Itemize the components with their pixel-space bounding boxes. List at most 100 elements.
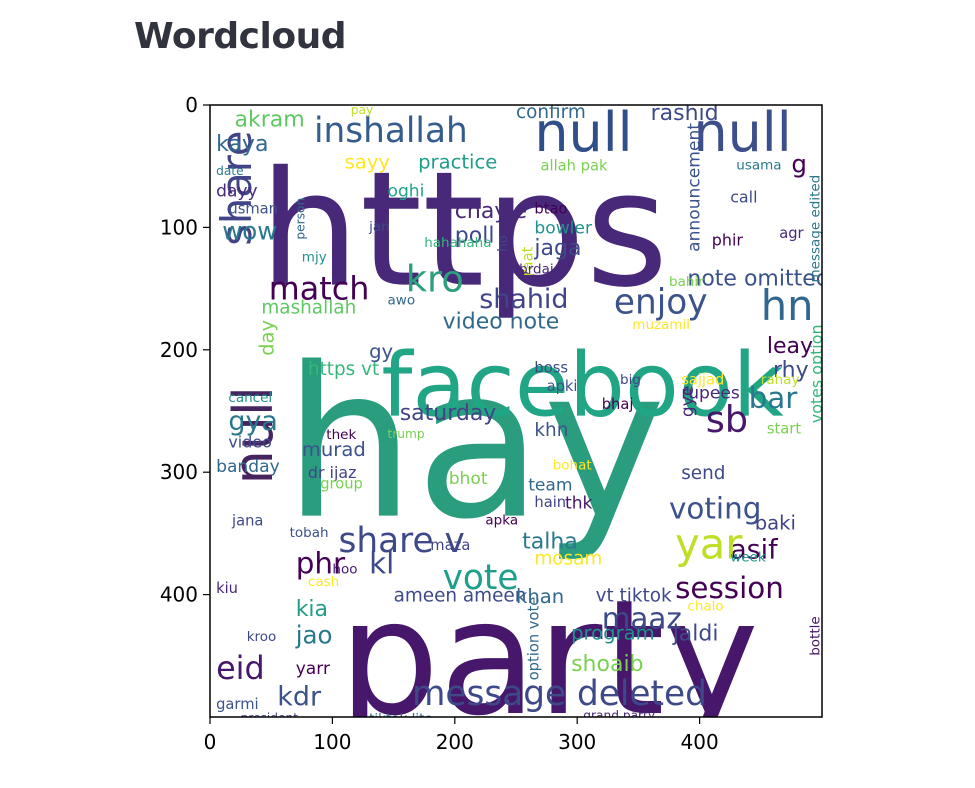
word-g: g bbox=[791, 149, 807, 178]
word-call: call bbox=[730, 188, 757, 207]
y-tick-label: 400 bbox=[160, 583, 198, 607]
word-btao: btao bbox=[534, 200, 567, 217]
word-jaldi: jaldi bbox=[672, 621, 719, 646]
word-share: share bbox=[212, 131, 261, 246]
word-person: person bbox=[293, 198, 307, 240]
word-usman: usman bbox=[228, 200, 278, 217]
word-shahid: shahid bbox=[479, 284, 568, 315]
word-vote: vote bbox=[443, 558, 519, 598]
word-poll: poll bbox=[455, 224, 495, 249]
word-cash: cash bbox=[308, 574, 339, 590]
x-tick-label: 400 bbox=[681, 730, 719, 754]
word-kaya: kaya bbox=[216, 132, 268, 157]
word-jana: jana bbox=[231, 512, 263, 529]
word-sayy: sayy bbox=[345, 150, 391, 173]
word-eid: eid bbox=[216, 650, 265, 687]
word-jao: jao bbox=[295, 621, 333, 650]
word-phir: phir bbox=[712, 231, 744, 250]
word-kl: kl bbox=[369, 546, 394, 580]
word-jaga: jaga bbox=[533, 236, 581, 261]
x-tick-label: 100 bbox=[313, 730, 351, 754]
word-null: null bbox=[222, 386, 285, 484]
word-grand-party: grand party bbox=[583, 709, 655, 723]
word-baki: baki bbox=[755, 511, 796, 534]
word-group: group bbox=[320, 476, 363, 493]
word-note-omitted: note omitted bbox=[687, 266, 829, 291]
word-hain: hain bbox=[534, 494, 566, 511]
word-send: send bbox=[681, 463, 725, 484]
word-allah-pak: allah pak bbox=[541, 158, 608, 175]
word-pay: pay bbox=[351, 103, 373, 117]
word-bhaj: bhaj bbox=[602, 396, 634, 413]
word-cancel: cancel bbox=[228, 390, 272, 406]
word-start: start bbox=[767, 421, 801, 438]
word-jan: jan bbox=[368, 219, 390, 235]
word-trump: trump bbox=[388, 427, 425, 441]
word-hahahaha: hahahaha bbox=[424, 235, 491, 251]
word-bar: bar bbox=[749, 381, 799, 415]
word-rashid: rashid bbox=[651, 101, 719, 126]
word-yar: yar bbox=[675, 520, 743, 569]
page-title: Wordcloud bbox=[134, 16, 347, 57]
word-bowler: bowler bbox=[534, 218, 593, 238]
word-oghi: oghi bbox=[388, 182, 425, 202]
word-usama: usama bbox=[736, 158, 781, 174]
word-rahay: rahay bbox=[761, 372, 800, 388]
word-thek: thek bbox=[326, 427, 356, 443]
word-session: session bbox=[675, 571, 784, 605]
word-ameen-ameen: ameen ameen bbox=[394, 585, 527, 606]
word-option-vote: option vote bbox=[526, 597, 543, 681]
word-wow: wow bbox=[222, 217, 277, 246]
axes: 0 100 200 300 400 0 100 200 300 400 bbox=[160, 93, 719, 754]
word-kdr: kdr bbox=[277, 682, 322, 713]
word-null: null bbox=[534, 101, 632, 164]
plot-frame bbox=[209, 104, 823, 718]
word-gye: gye bbox=[678, 386, 698, 417]
word-message-deleted: message deleted bbox=[412, 674, 707, 714]
word-raat: raat bbox=[520, 246, 537, 276]
word-kro: kro bbox=[406, 257, 464, 300]
word-kiu: kiu bbox=[216, 580, 238, 597]
word-facebook: facebook bbox=[381, 333, 783, 436]
word-mosam: mosam bbox=[534, 549, 602, 570]
word-kia: kia bbox=[296, 597, 328, 622]
word-video: video bbox=[228, 433, 271, 452]
word-bhot: bhot bbox=[449, 469, 488, 489]
word-enjoy: enjoy bbox=[614, 282, 708, 322]
word-bahir: bahir bbox=[669, 274, 704, 290]
word-tobah: tobah bbox=[290, 525, 329, 541]
word-share-v: share v bbox=[339, 521, 465, 561]
y-tick-label: 200 bbox=[160, 338, 198, 362]
word-rhy: rhy bbox=[773, 358, 809, 383]
y-tick-label: 100 bbox=[160, 215, 198, 239]
word-big: big bbox=[620, 372, 641, 388]
word-null: null bbox=[694, 101, 792, 164]
y-tick-label: 300 bbox=[160, 460, 198, 484]
word-thk: thk bbox=[565, 494, 593, 514]
word-banday: banday bbox=[216, 457, 280, 477]
y-tick-label: 0 bbox=[185, 93, 198, 117]
word-gya: gya bbox=[228, 406, 277, 437]
word-khan: khan bbox=[516, 585, 564, 608]
word-gy: gy bbox=[369, 340, 393, 363]
word-hn: hn bbox=[761, 281, 814, 330]
word-dayy: dayy bbox=[216, 182, 258, 202]
word-chayie: chayie bbox=[455, 199, 527, 224]
word-votes-option: votes option bbox=[807, 324, 826, 423]
word-hoo: hoo bbox=[332, 562, 357, 578]
word-murad: murad bbox=[302, 438, 366, 461]
word-talha: talha bbox=[522, 530, 578, 555]
word-garmi: garmi bbox=[216, 696, 259, 713]
word-bottle: bottle bbox=[807, 616, 823, 655]
word-awo: awo bbox=[388, 292, 416, 308]
word-boss: boss bbox=[534, 359, 568, 376]
word-vt-tiktok: vt tiktok bbox=[596, 585, 672, 606]
word-date: date bbox=[216, 164, 243, 178]
word-party: party bbox=[339, 565, 759, 751]
word-apka: apka bbox=[485, 513, 518, 529]
word-message-edited: message edited bbox=[807, 175, 823, 283]
word-phr: phr bbox=[296, 546, 346, 580]
x-tick-label: 200 bbox=[436, 730, 474, 754]
word-shoaib: shoaib bbox=[571, 652, 643, 677]
